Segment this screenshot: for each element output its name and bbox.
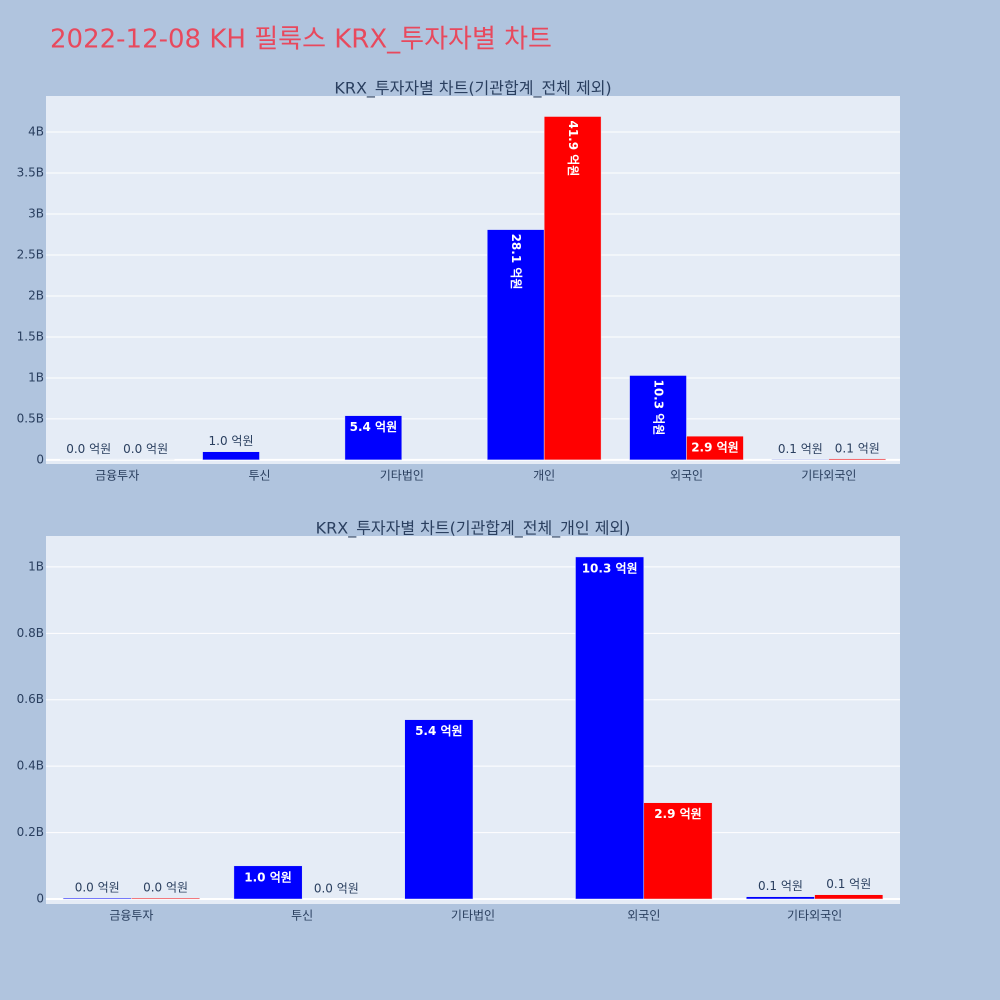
data-label: 41.9 억원 (566, 120, 580, 176)
data-label: 10.3 억원 (652, 379, 666, 435)
bar (629, 375, 687, 461)
data-label: 5.4 억원 (415, 724, 463, 738)
plot-area (46, 96, 900, 464)
data-label: 1.0 억원 (209, 434, 254, 448)
bar (404, 719, 474, 900)
x-tick-label: 금융투자 (95, 469, 139, 483)
y-tick-label: 0.2B (17, 825, 44, 839)
y-tick-label: 3.5B (17, 166, 44, 180)
bar (62, 897, 132, 900)
bar (575, 556, 645, 900)
data-label: 2.9 억원 (691, 441, 739, 455)
bar (486, 229, 545, 461)
data-label: 0.0 억원 (143, 881, 188, 895)
data-label: 0.1 억원 (835, 441, 880, 455)
x-tick-label: 금융투자 (109, 909, 153, 923)
y-tick-label: 2B (28, 288, 44, 302)
data-label: 0.1 억원 (758, 879, 803, 893)
x-tick-label: 기타외국인 (787, 909, 842, 923)
chart-title: KRX_투자자별 차트(기관합계_전체 제외) (334, 79, 611, 99)
x-tick-label: 투신 (291, 909, 313, 923)
bar (771, 459, 830, 461)
bar (202, 451, 260, 461)
x-tick-label: 기타외국인 (801, 469, 856, 483)
bar (828, 458, 887, 461)
y-tick-label: 0.4B (17, 759, 44, 773)
x-tick-label: 기타법인 (451, 909, 495, 923)
y-tick-label: 1.5B (17, 329, 44, 343)
bar (643, 802, 713, 900)
data-label: 0.1 억원 (778, 442, 823, 456)
bar (344, 415, 403, 461)
y-tick-label: 0.8B (17, 626, 44, 640)
data-label: 0.0 억원 (314, 882, 359, 896)
x-tick-label: 외국인 (670, 469, 703, 483)
data-label: 0.0 억원 (123, 442, 168, 456)
bar (131, 897, 200, 900)
bar (746, 896, 815, 900)
bar (686, 435, 744, 461)
y-tick-label: 0 (36, 892, 44, 906)
y-tick-label: 2.5B (17, 248, 44, 262)
y-tick-label: 0 (36, 452, 44, 466)
data-label: 5.4 억원 (350, 420, 398, 434)
x-tick-label: 외국인 (627, 909, 660, 923)
y-tick-label: 0.5B (17, 411, 44, 425)
y-tick-label: 3B (28, 207, 44, 221)
y-tick-label: 1B (28, 559, 44, 573)
bar (814, 894, 884, 900)
data-label: 10.3 억원 (582, 561, 638, 575)
data-label: 0.1 억원 (826, 877, 871, 891)
y-tick-label: 4B (28, 125, 44, 139)
bar (233, 865, 303, 900)
data-label: 0.0 억원 (66, 442, 111, 456)
x-tick-label: 개인 (533, 469, 555, 483)
data-label: 0.0 억원 (75, 881, 120, 895)
x-tick-label: 투신 (248, 469, 270, 483)
y-tick-label: 1B (28, 370, 44, 384)
page-title: 2022-12-08 KH 필룩스 KRX_투자자별 차트 (50, 25, 552, 55)
x-tick-label: 기타법인 (380, 469, 424, 483)
y-tick-label: 0.6B (17, 692, 44, 706)
data-label: 28.1 억원 (509, 234, 523, 290)
bar (543, 116, 602, 461)
data-label: 2.9 억원 (654, 807, 702, 821)
data-label: 1.0 억원 (244, 870, 292, 884)
chart-title: KRX_투자자별 차트(기관합계_전체_개인 제외) (316, 519, 631, 539)
